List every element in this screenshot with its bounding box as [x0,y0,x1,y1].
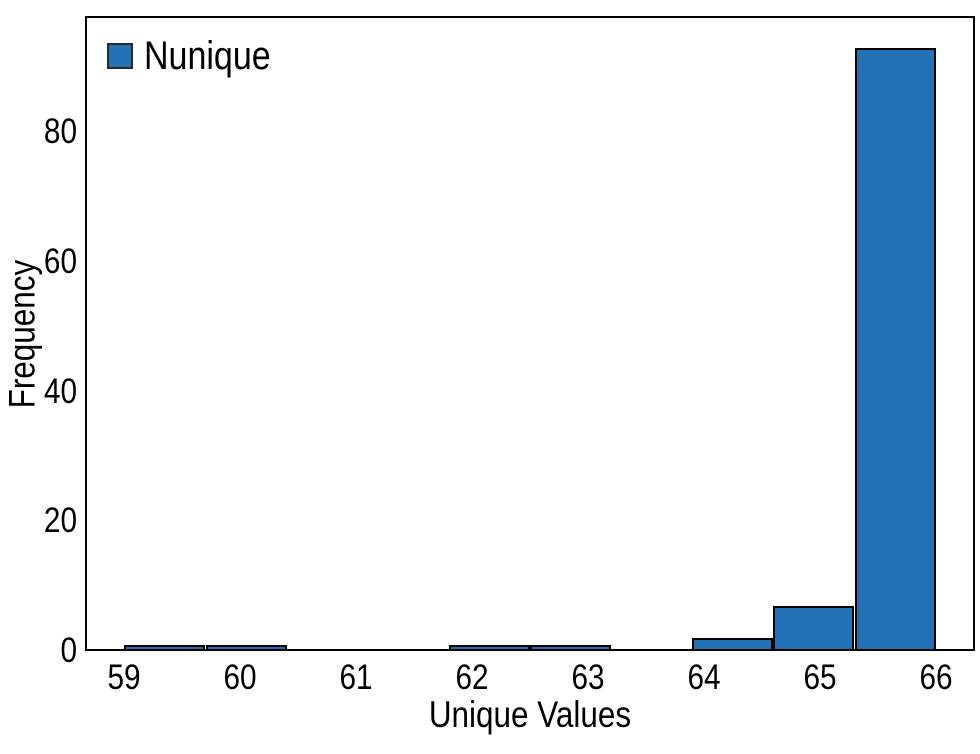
legend-swatch [107,43,133,69]
plot-area [85,16,975,651]
x-tick-label: 65 [803,658,837,697]
x-tick-label: 59 [107,658,141,697]
x-axis-title-text: Unique Values [428,694,632,735]
x-tick-label: 62 [455,658,489,697]
x-tick-label: 60 [223,658,257,697]
x-axis-title: Unique Values [85,694,975,736]
x-tick-label: 64 [687,658,721,697]
legend: Nunique [107,34,293,78]
x-tick-label: 61 [339,658,373,697]
x-tick-label: 63 [571,658,605,697]
y-axis-title-text: Frequency [1,259,43,409]
legend-label: Nunique [144,34,271,78]
x-tick-label: 66 [919,658,953,697]
y-axis-title: Frequency [1,17,45,652]
